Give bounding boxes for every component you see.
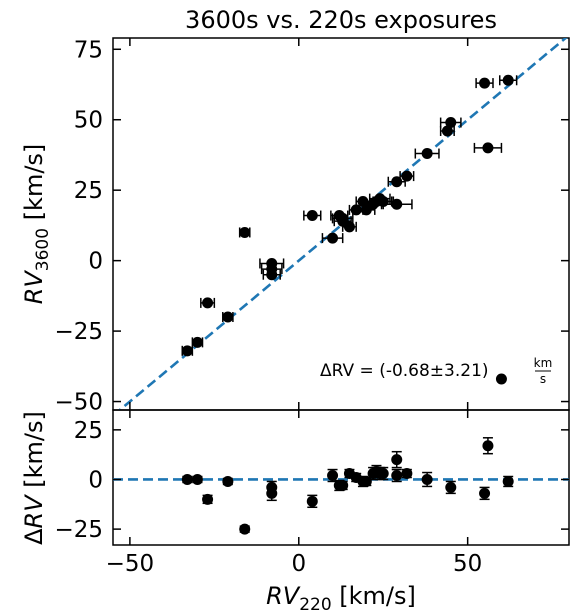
top-data-point — [495, 373, 507, 385]
top-data-point — [482, 142, 494, 154]
bottom-data-point — [479, 487, 491, 499]
bottom-y-tick-label: 25 — [74, 418, 103, 444]
bottom-data-point — [391, 454, 403, 466]
bottom-data-point — [306, 495, 318, 507]
bottom-data-point — [401, 468, 413, 480]
top-data-point — [306, 210, 318, 222]
bottom-data-point — [421, 473, 433, 485]
chart-title: 3600s vs. 220s exposures — [185, 6, 497, 34]
bottom-data-layer: −25 0 25 −50 0 50 — [54, 410, 569, 577]
bottom-data-point — [445, 481, 457, 493]
top-data-point — [377, 195, 389, 207]
bottom-y-tick-label: 0 — [88, 467, 103, 493]
top-data-point — [239, 226, 251, 238]
annotation-unit-numerator: km — [534, 356, 553, 370]
top-panel: −50 −25 0 25 50 75 3600s vs. 220s exposures R… — [20, 6, 570, 416]
bottom-data-point — [377, 468, 389, 480]
top-y-label-base: RV — [20, 270, 48, 305]
bottom-data-point — [360, 475, 372, 487]
top-data-point — [343, 221, 355, 233]
top-data-point — [350, 204, 362, 216]
x-label-sub: 220 — [299, 595, 331, 614]
top-data-point — [327, 232, 339, 244]
bottom-y-label-base: RV — [20, 494, 48, 529]
bottom-clipped-layer — [113, 437, 569, 535]
top-data-point — [401, 170, 413, 182]
bottom-y-label-prefix: Δ — [20, 528, 48, 545]
bottom-plot-frame — [112, 409, 570, 546]
x-label-unit: [km/s] — [332, 582, 416, 610]
bottom-data-point — [239, 523, 251, 535]
bottom-data-point — [391, 470, 403, 482]
annotation-text: ΔRV = (-0.68±3.21) — [320, 361, 489, 381]
top-data-point — [502, 74, 514, 86]
top-data-point — [202, 297, 214, 309]
bottom-y-label-unit: [km/s] — [20, 411, 48, 495]
top-data-point — [222, 311, 234, 323]
top-data-point — [479, 77, 491, 89]
top-y-tick-label: 25 — [74, 178, 103, 204]
annotation-unit-denominator: s — [540, 372, 546, 386]
bottom-data-point — [191, 473, 203, 485]
x-tick-label: 0 — [291, 551, 306, 577]
bottom-y-axis-label: ΔRV [km/s] — [20, 411, 48, 545]
x-tick-label: −50 — [106, 551, 155, 577]
bottom-data-point — [502, 475, 514, 487]
bottom-data-point — [266, 487, 278, 499]
top-data-point — [391, 198, 403, 210]
top-data-point — [445, 117, 457, 129]
top-data-point — [441, 125, 453, 137]
top-y-tick-label: −25 — [54, 319, 103, 345]
top-y-label-sub: 3600 — [33, 228, 53, 271]
top-y-axis-label: RV3600 [km/s] — [20, 144, 53, 305]
top-data-layer: −50 −25 0 25 50 75 — [54, 37, 569, 416]
bottom-data-point — [327, 470, 339, 482]
top-y-tick-label: 75 — [74, 37, 103, 63]
top-y-tick-label: 0 — [88, 249, 103, 275]
top-y-tick-label: 50 — [74, 108, 103, 134]
delta-rv-annotation: ΔRV = (-0.68±3.21) km s — [320, 356, 552, 386]
top-y-tick-label: −50 — [54, 390, 103, 416]
top-data-point — [191, 336, 203, 348]
x-tick-label: 50 — [453, 551, 482, 577]
bottom-data-point — [482, 440, 494, 452]
top-clipped-layer — [117, 38, 568, 410]
top-y-label-unit: [km/s] — [20, 144, 48, 228]
bottom-data-point — [202, 493, 214, 505]
top-data-point — [266, 269, 278, 281]
bottom-y-tick-label: −25 — [54, 517, 103, 543]
x-axis-label: RV220 [km/s] — [266, 582, 416, 614]
top-data-point — [181, 345, 193, 357]
bottom-data-point — [337, 479, 349, 491]
bottom-data-point — [181, 473, 193, 485]
top-data-point — [421, 148, 433, 160]
x-label-base: RV — [266, 582, 301, 610]
bottom-data-point — [222, 475, 234, 487]
